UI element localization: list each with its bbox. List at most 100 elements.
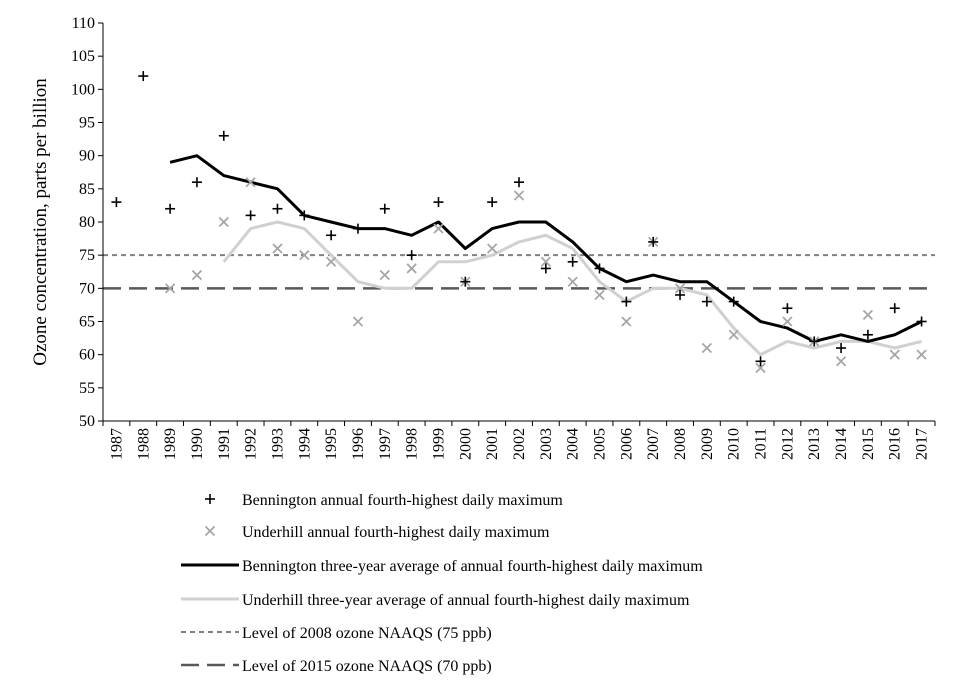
underhill-point-2016	[889, 349, 900, 360]
x-tick-label-2003: 2003	[538, 428, 555, 460]
y-tick-label-90: 90	[79, 148, 95, 165]
x-tick-label-1987: 1987	[108, 428, 125, 460]
legend-label-3: Bennington three-year average of annual …	[242, 558, 703, 575]
bennington-point-2001	[487, 197, 498, 208]
underhill-point-1994	[299, 250, 310, 261]
x-tick-label-2005: 2005	[592, 428, 609, 460]
underhill-point-2006	[621, 316, 632, 327]
x-tick-label-2004: 2004	[565, 428, 582, 460]
bennington-point-1987	[111, 197, 122, 208]
underhill-point-2011	[755, 362, 766, 374]
reference-lines	[103, 254, 935, 290]
bennington-point-2015	[862, 329, 873, 340]
underhill-point-1996	[352, 316, 364, 327]
x-tick-label-2010: 2010	[726, 428, 743, 460]
legend-marker-1	[205, 494, 215, 504]
y-tick-label-55: 55	[79, 380, 95, 397]
bennington-point-2010	[728, 296, 739, 307]
bennington-point-2004	[567, 256, 578, 267]
underhill-point-1998	[406, 263, 417, 274]
bennington-point-2008	[675, 289, 686, 300]
legend-label-6: Level of 2015 ozone NAAQS (70 ppb)	[242, 658, 492, 675]
x-tick-label-2014: 2014	[833, 428, 850, 460]
bennington-point-1991	[218, 130, 229, 141]
underhill-point-2004	[567, 276, 578, 287]
bennington-point-2000	[460, 276, 471, 287]
legend-marker-2	[204, 525, 216, 537]
legend-entry-4: Underhill three-year average of annual f…	[181, 592, 690, 609]
x-tick-label-1990: 1990	[189, 428, 206, 460]
x-tick-label-1995: 1995	[323, 428, 340, 460]
x-tick-label-2017: 2017	[914, 428, 931, 460]
x-tick-label-1996: 1996	[350, 428, 367, 460]
x-tick-label-2015: 2015	[860, 428, 877, 460]
legend-entry-3: Bennington three-year average of annual …	[181, 558, 703, 575]
x-tick-label-1989: 1989	[162, 428, 179, 460]
underhill-point-1995	[325, 256, 337, 267]
underhill-point-2009	[701, 342, 713, 354]
legend-entry-2: Underhill annual fourth-highest daily ma…	[204, 524, 550, 541]
bennington-point-2007	[648, 236, 659, 247]
underhill-average-line	[222, 220, 922, 357]
bennington-point-1996	[352, 223, 363, 234]
legend-entry-5: Level of 2008 ozone NAAQS (75 ppb)	[181, 625, 492, 642]
underhill-point-2001	[487, 243, 498, 254]
underhill-point-2015	[862, 309, 874, 321]
y-axis-title: Ozone concentration, parts per billion	[30, 78, 51, 366]
x-tick-label-2000: 2000	[457, 428, 474, 460]
legend-label-2: Underhill annual fourth-highest daily ma…	[242, 524, 550, 541]
underhill-point-2012	[782, 316, 793, 327]
legend-entry-6: Level of 2015 ozone NAAQS (70 ppb)	[181, 658, 492, 675]
x-tick-label-1992: 1992	[243, 428, 260, 460]
underhill-point-2010	[728, 329, 739, 340]
x-tick-label-2002: 2002	[511, 428, 528, 460]
x-tick-label-1997: 1997	[377, 428, 394, 460]
x-tick-label-1994: 1994	[296, 428, 313, 460]
x-tick-label-2001: 2001	[484, 428, 501, 460]
bennington-point-2005	[594, 263, 605, 274]
y-tick-label-75: 75	[79, 247, 95, 264]
bennington-point-2014	[836, 343, 847, 354]
y-tick-label-50: 50	[79, 413, 95, 430]
x-tick-label-2006: 2006	[618, 428, 635, 460]
underhill-point-1997	[379, 269, 390, 281]
x-tick-label-1988: 1988	[135, 428, 152, 460]
y-tick-label-100: 100	[71, 81, 95, 98]
underhill-point-1989	[164, 283, 176, 294]
x-tick-label-2007: 2007	[645, 428, 662, 460]
bennington-point-1995	[326, 230, 337, 241]
x-tick-label-2011: 2011	[753, 428, 770, 459]
underhill-point-1999	[433, 223, 444, 234]
bennington-point-2012	[782, 303, 793, 314]
bennington-point-1992	[245, 210, 256, 221]
bennington-point-2013	[809, 336, 820, 347]
underhill-point-2003	[540, 256, 551, 267]
y-tick-label-110: 110	[72, 15, 95, 32]
y-tick-label-80: 80	[79, 214, 95, 231]
bennington-point-2006	[621, 296, 632, 307]
axes: 50 55 60 65 70 75 80 85 90 95 100 105 110 1987 1988 198…	[71, 15, 936, 460]
bennington-average-line	[169, 154, 923, 343]
bennington-point-1988	[138, 71, 149, 82]
x-tick-label-1998: 1998	[404, 428, 421, 460]
y-tick-label-95: 95	[79, 115, 95, 132]
legend-label-4: Underhill three-year average of annual f…	[242, 592, 690, 609]
x-tick-label-2012: 2012	[779, 428, 796, 460]
bennington-point-2009	[701, 296, 712, 307]
series-lines	[169, 154, 923, 357]
bennington-point-1993	[272, 203, 283, 214]
bennington-point-1989	[165, 203, 176, 214]
underhill-point-1992	[245, 177, 256, 188]
underhill-point-1990	[191, 269, 203, 281]
bennington-point-1999	[433, 197, 444, 208]
underhill-point-1993	[272, 243, 283, 254]
bennington-point-2003	[540, 263, 551, 274]
bennington-point-1998	[406, 250, 417, 261]
bennington-point-2017	[916, 316, 927, 327]
underhill-point-1991	[218, 216, 229, 228]
x-tick-label-2013: 2013	[806, 428, 823, 460]
x-tick-label-2008: 2008	[672, 428, 689, 460]
y-tick-label-105: 105	[71, 48, 95, 65]
series-markers	[111, 71, 927, 374]
